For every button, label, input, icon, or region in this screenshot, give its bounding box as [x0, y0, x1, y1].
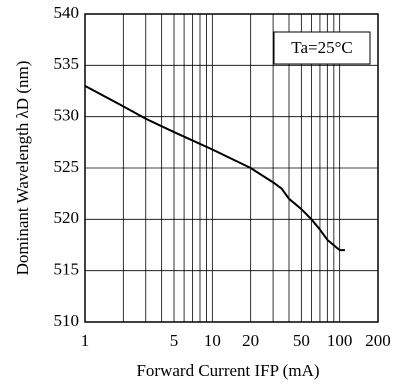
- y-tick-label: 510: [54, 311, 80, 330]
- x-tick-label: 50: [293, 331, 310, 350]
- annotation-box: [273, 31, 371, 65]
- y-tick-label: 520: [54, 208, 80, 227]
- x-tick-label: 100: [327, 331, 353, 350]
- y-tick-label: 540: [54, 3, 80, 22]
- y-tick-label: 515: [54, 260, 80, 279]
- x-tick-label: 10: [204, 331, 221, 350]
- annotation: Ta=25°C: [291, 38, 352, 57]
- x-tick-label: 200: [365, 331, 391, 350]
- y-tick-label: 525: [54, 157, 80, 176]
- data-line: [84, 84, 345, 252]
- y-axis-label: Dominant Wavelength λD (nm): [13, 61, 32, 276]
- y-tick-label: 530: [54, 106, 80, 125]
- x-tick-label: 5: [170, 331, 179, 350]
- plot-frame: [84, 13, 379, 323]
- x-axis-label: Forward Current IFP (mA): [136, 361, 319, 380]
- x-tick-label: 1: [81, 331, 90, 350]
- y-tick-label: 535: [54, 54, 80, 73]
- x-tick-label: 20: [242, 331, 259, 350]
